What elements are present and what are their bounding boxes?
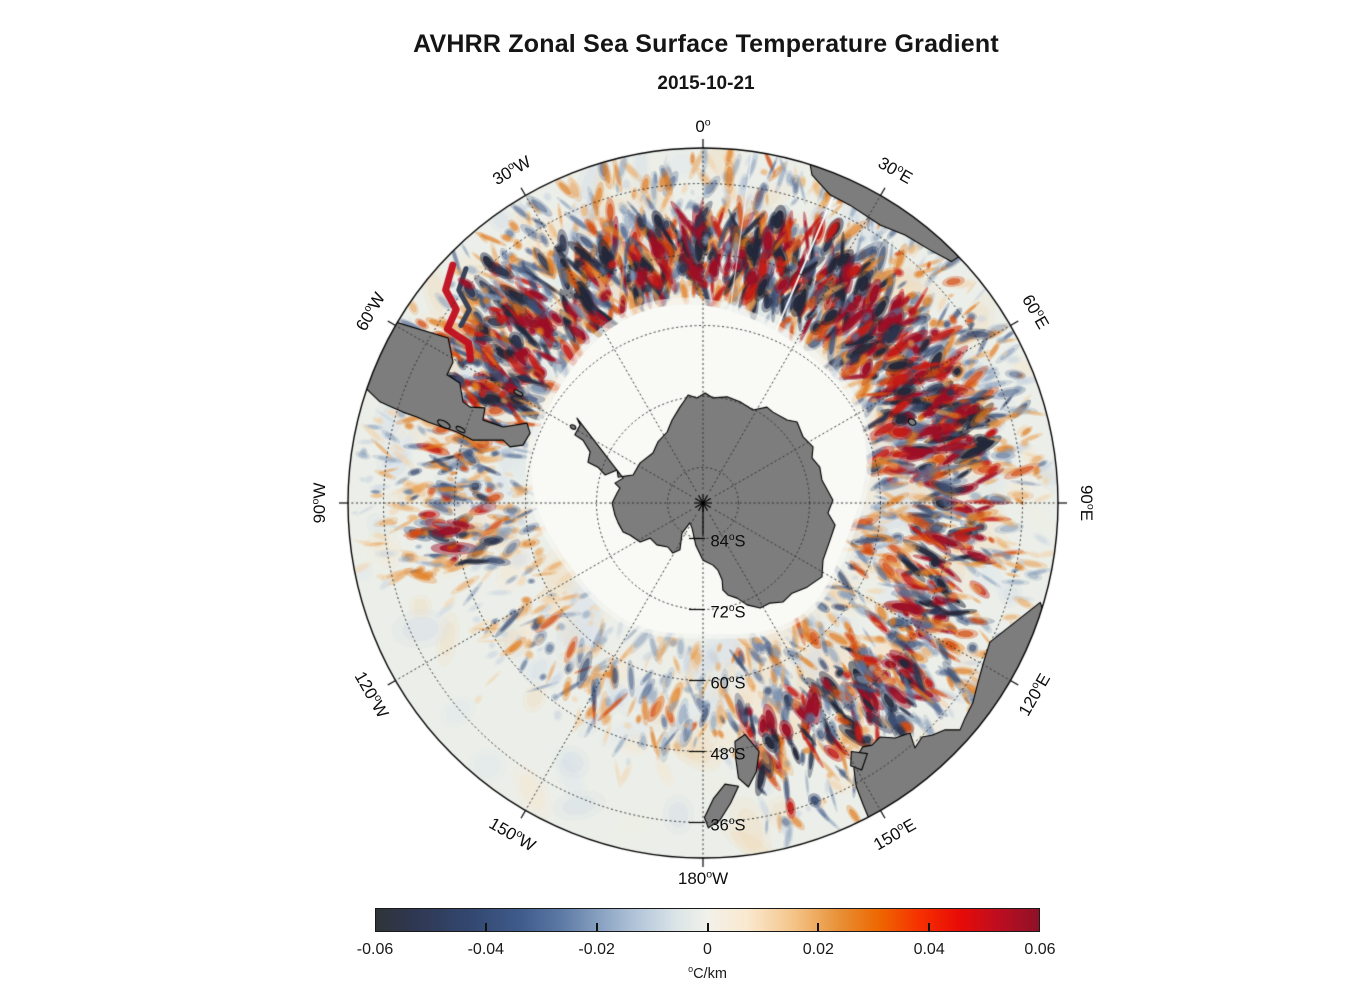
- colorbar-tick-label: -0.04: [467, 941, 505, 958]
- longitude-label-0: 0o: [695, 116, 711, 136]
- colorbar: [375, 908, 1040, 932]
- colorbar-tick: [595, 923, 598, 931]
- longitude-label-90W: 90oW: [309, 482, 329, 524]
- colorbar-tick-label: -0.06: [356, 941, 394, 958]
- longitude-label-90E: 90oE: [1077, 484, 1097, 522]
- colorbar-tick: [927, 923, 930, 931]
- colorbar-tick: [706, 923, 709, 931]
- latitude-label-48S: 48oS: [710, 744, 746, 763]
- colorbar-tick-label: 0.04: [913, 941, 945, 958]
- colorbar-tick-label: 0.02: [802, 941, 834, 958]
- latitude-label-36S: 36oS: [710, 815, 746, 834]
- colorbar-tick: [816, 923, 819, 931]
- latitude-label-72S: 72oS: [710, 602, 746, 621]
- colorbar-tick-label: 0.06: [1024, 941, 1056, 958]
- colorbar-tick-label: 0: [703, 941, 712, 958]
- longitude-label-180W: 180oW: [677, 868, 729, 888]
- colorbar-tick: [485, 923, 488, 931]
- colorbar-tick-label: -0.02: [578, 941, 615, 958]
- latitude-label-84S: 84oS: [710, 531, 746, 550]
- colorbar-unit-label: oC/km: [688, 964, 727, 982]
- latitude-label-60S: 60oS: [710, 673, 746, 692]
